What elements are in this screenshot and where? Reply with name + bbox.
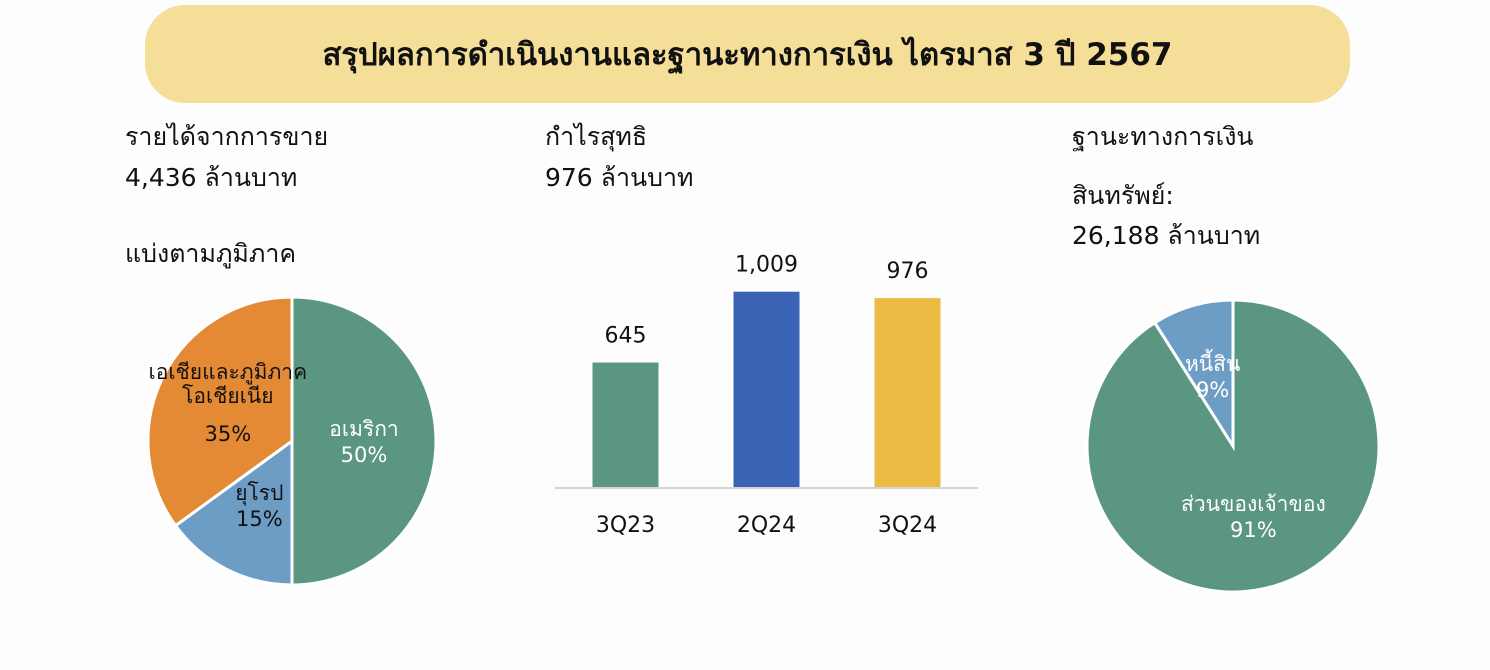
chart-title: กำไรสุทธิ	[545, 122, 648, 151]
chart-subtitle: 4,436 ล้านบาท	[125, 163, 298, 192]
bar-value-label: 645	[605, 324, 647, 349]
bar	[733, 291, 800, 488]
pie-slice	[290, 295, 438, 587]
bar-value-label: 1,009	[735, 253, 798, 278]
slice-value-label: 91%	[1230, 518, 1277, 543]
x-tick-label: 3Q24	[878, 513, 937, 538]
slice-label: เอเชียและภูมิภาค โอเชียเนีย	[148, 360, 308, 409]
x-tick-label: 3Q23	[596, 513, 655, 538]
slice-value-label: 35%	[204, 422, 252, 447]
slice-label: อเมริกา	[329, 417, 399, 441]
slice-value-label: 9%	[1195, 377, 1230, 402]
bar	[592, 362, 659, 488]
slice-label: ส่วนของเจ้าของ	[1181, 492, 1326, 517]
bar-value-label: 976	[887, 259, 929, 284]
chart-title: ฐานะทางการเงิน	[1072, 122, 1254, 151]
chart-annotation: แบ่งตามภูมิภาค	[125, 239, 297, 268]
x-tick-label: 2Q24	[737, 513, 796, 538]
pie-slice	[146, 295, 294, 528]
pie-slice	[1152, 298, 1235, 452]
pie-slice	[173, 438, 294, 587]
banner-title: สรุปผลการดำเนินงานและฐานะทางการเงิน ไตรม…	[145, 5, 1350, 103]
slice-label: หนี้สิน	[1184, 351, 1241, 376]
slice-label: ยุโรป	[235, 481, 284, 506]
chart-subtitle: 976 ล้านบาท	[545, 163, 694, 192]
chart-title: รายได้จากการขาย	[125, 122, 329, 151]
bar	[874, 298, 941, 488]
slice-value-label: 15%	[235, 507, 283, 532]
slice-value-label: 50%	[340, 443, 388, 467]
chart-subtitle: สินทรัพย์: 26,188 ล้านบาท	[1072, 181, 1261, 250]
